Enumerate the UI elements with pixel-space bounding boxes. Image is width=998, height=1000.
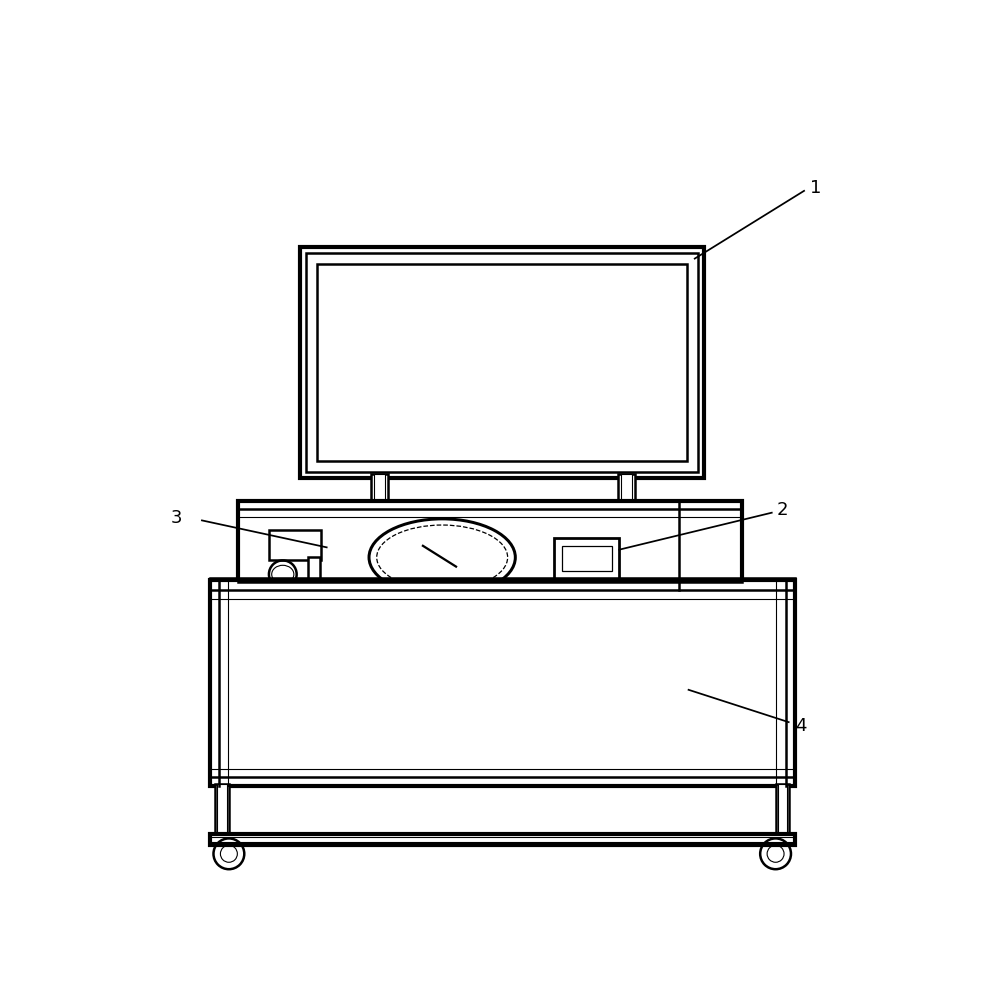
Bar <box>239 501 743 590</box>
Bar <box>777 784 787 840</box>
Ellipse shape <box>376 525 508 590</box>
Text: 2: 2 <box>777 501 788 519</box>
Bar <box>371 474 388 536</box>
Bar <box>775 784 789 840</box>
Bar <box>554 538 620 579</box>
Bar <box>621 474 632 536</box>
Bar <box>308 557 319 581</box>
Text: 3: 3 <box>171 509 183 527</box>
Bar <box>305 253 698 264</box>
Bar <box>215 784 229 840</box>
Bar <box>562 546 612 571</box>
Bar <box>210 578 794 587</box>
Ellipse shape <box>422 587 462 601</box>
Bar <box>210 834 794 845</box>
Bar <box>218 784 227 840</box>
Bar <box>618 474 635 536</box>
Bar <box>374 474 385 536</box>
Text: 4: 4 <box>794 717 806 735</box>
Bar <box>268 530 321 560</box>
Text: 1: 1 <box>810 179 821 197</box>
Bar <box>305 253 698 472</box>
Ellipse shape <box>369 519 515 596</box>
Bar <box>299 247 704 478</box>
Bar <box>210 580 794 786</box>
Bar <box>316 264 687 461</box>
